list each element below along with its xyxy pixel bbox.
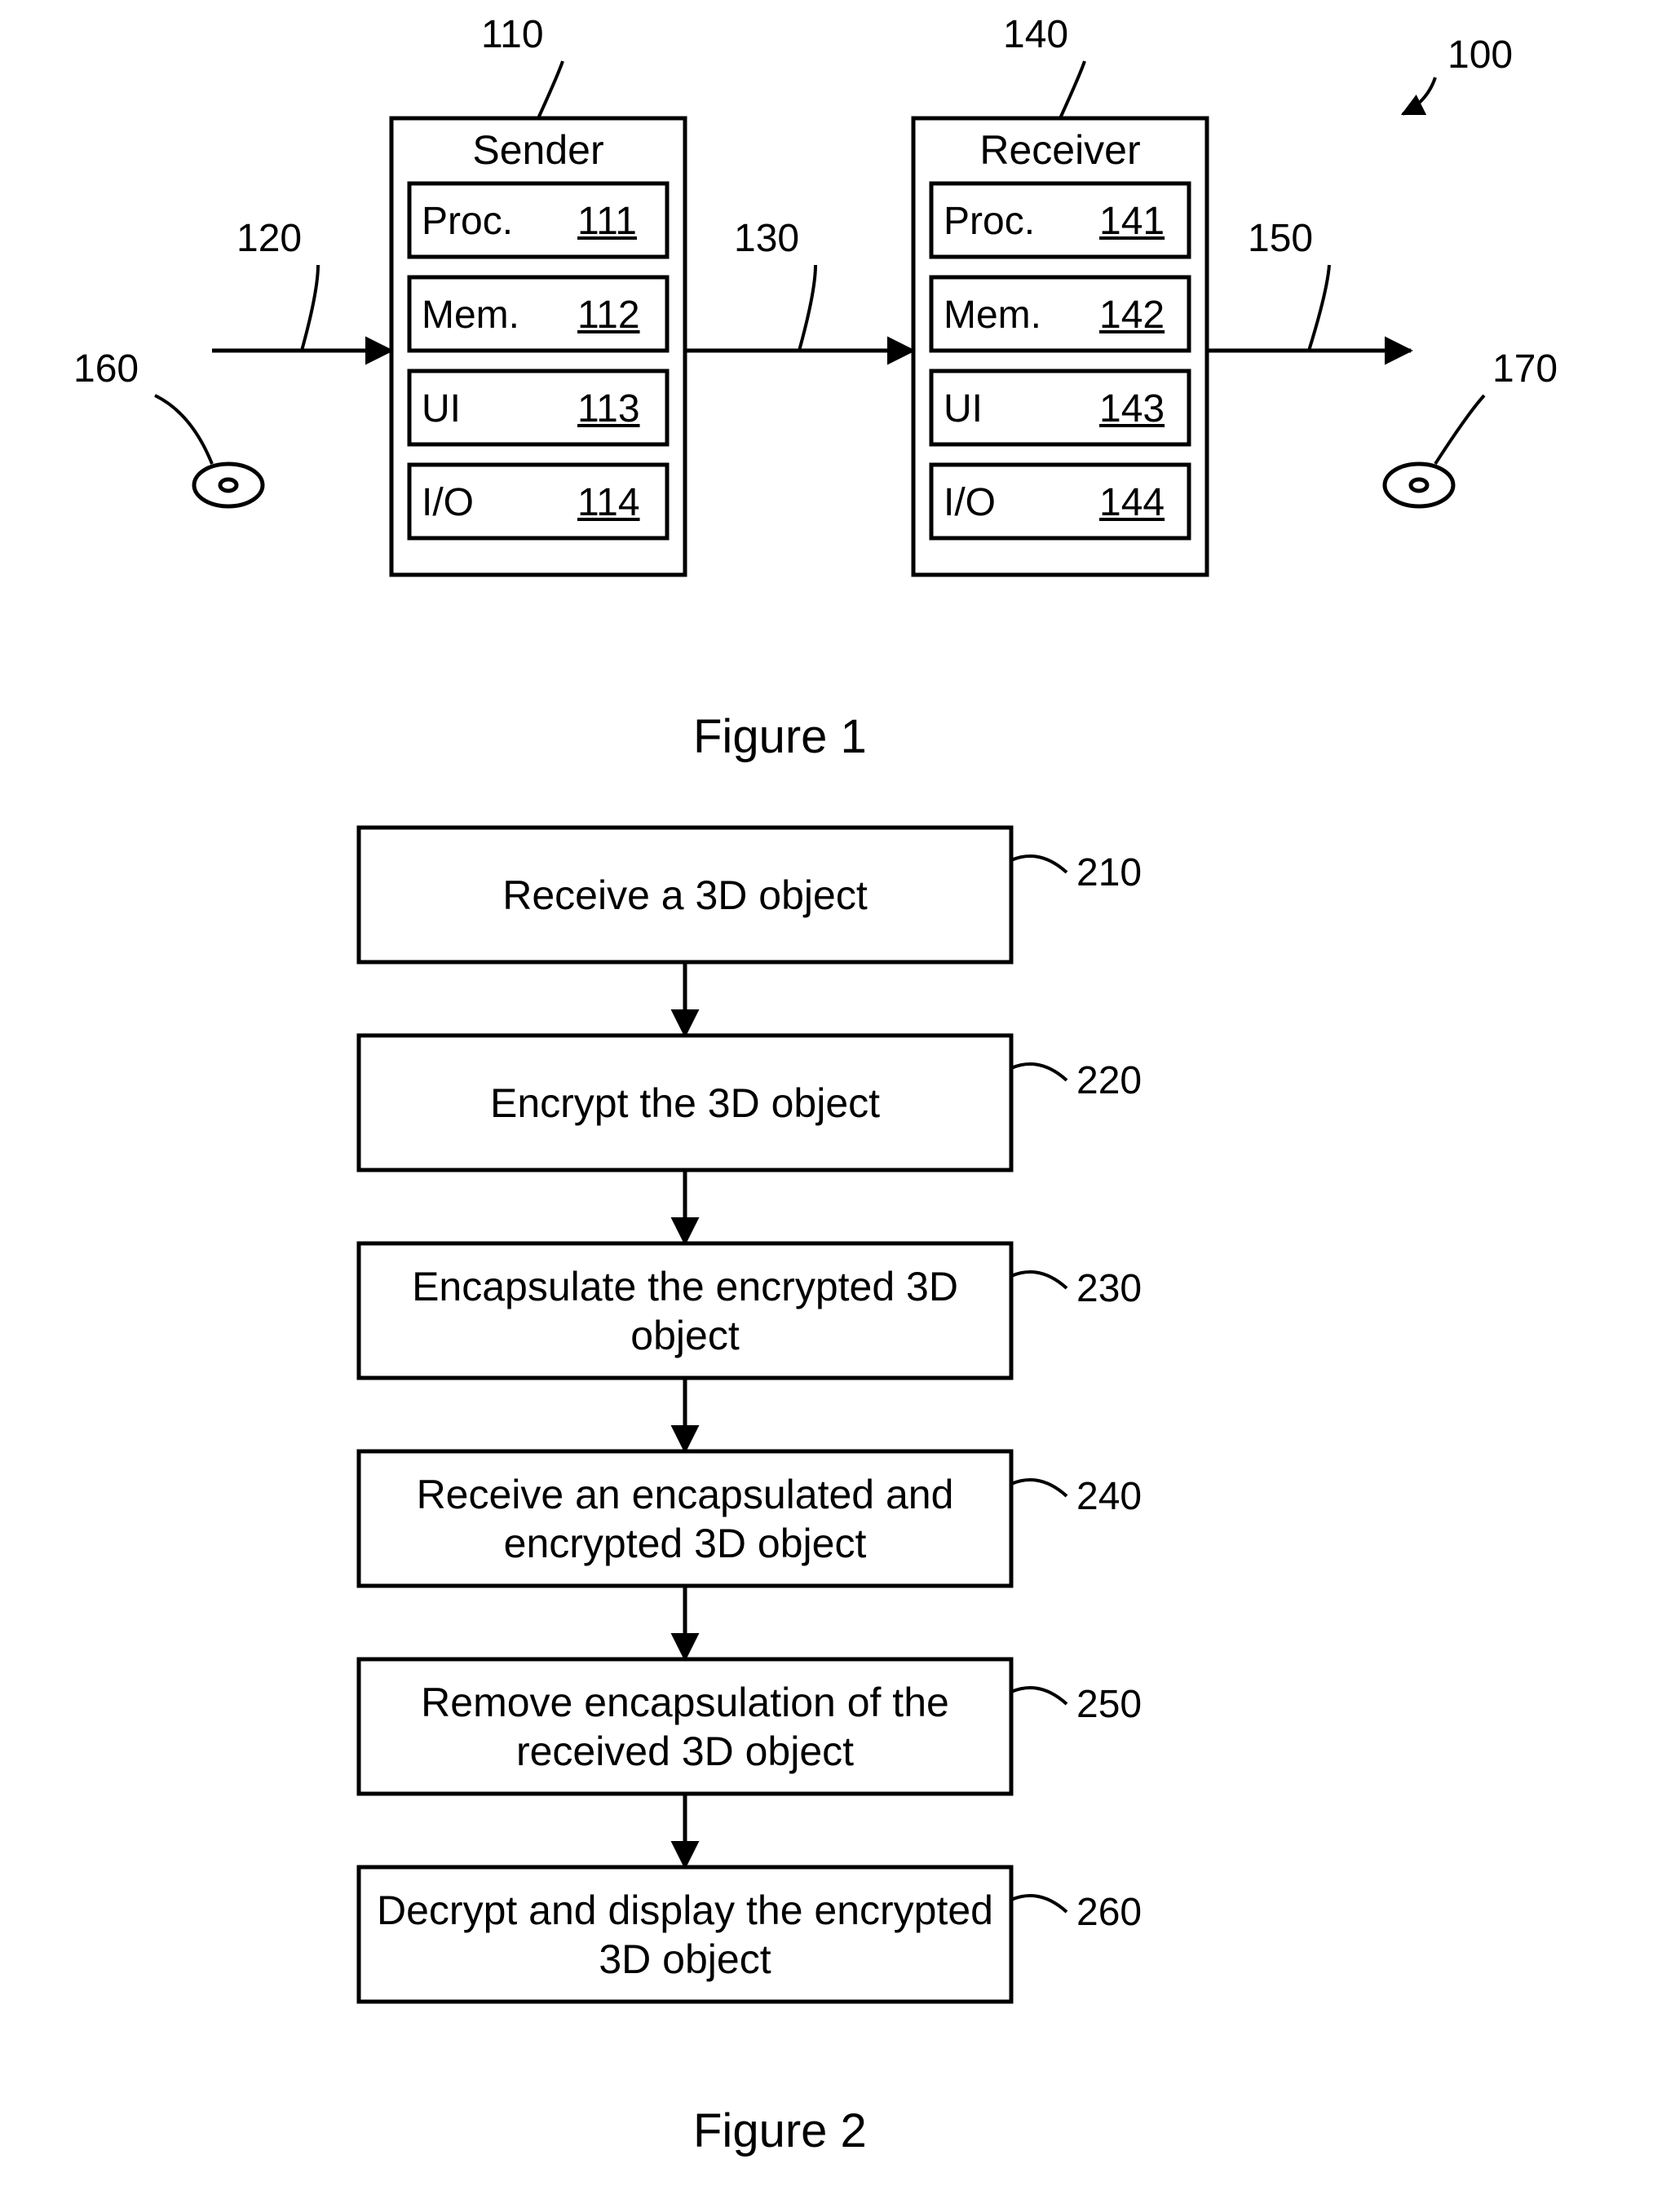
ref-100-label: 100: [1447, 33, 1513, 77]
flow-step-230-text: Encapsulate the encrypted 3D object: [359, 1243, 1011, 1378]
ref-140-label: 140: [1003, 12, 1068, 57]
ref-250-lead: [1011, 1688, 1067, 1704]
ref-240-label: 240: [1076, 1474, 1142, 1519]
ref-220-label: 220: [1076, 1058, 1142, 1103]
flow-step-260-text: Decrypt and display the encrypted 3D obj…: [359, 1867, 1011, 2002]
disc-160-icon: [194, 464, 263, 506]
flow-step-240-text: Receive an encapsulated and encrypted 3D…: [359, 1451, 1011, 1586]
flow-step-220-text: Encrypt the 3D object: [359, 1035, 1011, 1170]
receiver-row-1-num: 142: [1099, 293, 1165, 338]
ref-150-lead: [1309, 265, 1329, 351]
sender-row-2-name: UI: [422, 386, 461, 431]
sender-row-3-num: 114: [577, 480, 640, 525]
ref-260-label: 260: [1076, 1890, 1142, 1935]
ref-110-lead: [538, 61, 563, 118]
flow-step-250-text: Remove encapsulation of the received 3D …: [359, 1659, 1011, 1794]
ref-160-lead: [155, 395, 212, 464]
flow-step-210-text: Receive a 3D object: [359, 828, 1011, 962]
ref-170-lead: [1435, 395, 1484, 464]
receiver-row-2-name: UI: [944, 386, 983, 431]
receiver-row-0-name: Proc.: [944, 199, 1035, 244]
ref-110-label: 110: [481, 12, 544, 57]
ref-160-label: 160: [73, 347, 139, 391]
ref-240-lead: [1011, 1480, 1067, 1496]
ref-250-label: 250: [1076, 1682, 1142, 1727]
sender-row-1-name: Mem.: [422, 293, 519, 338]
figure-1-caption: Figure 1: [693, 709, 867, 764]
sender-row-3-name: I/O: [422, 480, 474, 525]
ref-230-lead: [1011, 1272, 1067, 1288]
ref-130-label: 130: [734, 216, 799, 261]
receiver-row-2-num: 143: [1099, 386, 1165, 431]
disc-170-icon: [1385, 464, 1453, 506]
receiver-row-3-num: 144: [1099, 480, 1165, 525]
sender-row-0-num: 111: [577, 199, 637, 244]
ref-120-lead: [302, 265, 318, 351]
figure-2-caption: Figure 2: [693, 2104, 867, 2158]
sender-row-0-name: Proc.: [422, 199, 513, 244]
ref-140-lead: [1060, 61, 1085, 118]
ref-210-lead: [1011, 856, 1067, 872]
receiver-row-0-num: 141: [1099, 199, 1165, 244]
ref-150-label: 150: [1248, 216, 1313, 261]
ref-120-label: 120: [236, 216, 302, 261]
ref-260-lead: [1011, 1896, 1067, 1912]
ref-230-label: 230: [1076, 1266, 1142, 1311]
receiver-row-1-name: Mem.: [944, 293, 1041, 338]
ref-170-label: 170: [1492, 347, 1558, 391]
receiver-row-3-name: I/O: [944, 480, 996, 525]
ref-100-lead: [1403, 77, 1435, 114]
sender-row-1-num: 112: [577, 293, 640, 338]
sender-title: Sender: [391, 126, 685, 174]
ref-130-lead: [799, 265, 815, 351]
sender-row-2-num: 113: [577, 386, 640, 431]
receiver-title: Receiver: [913, 126, 1207, 174]
ref-210-label: 210: [1076, 850, 1142, 895]
ref-220-lead: [1011, 1064, 1067, 1080]
